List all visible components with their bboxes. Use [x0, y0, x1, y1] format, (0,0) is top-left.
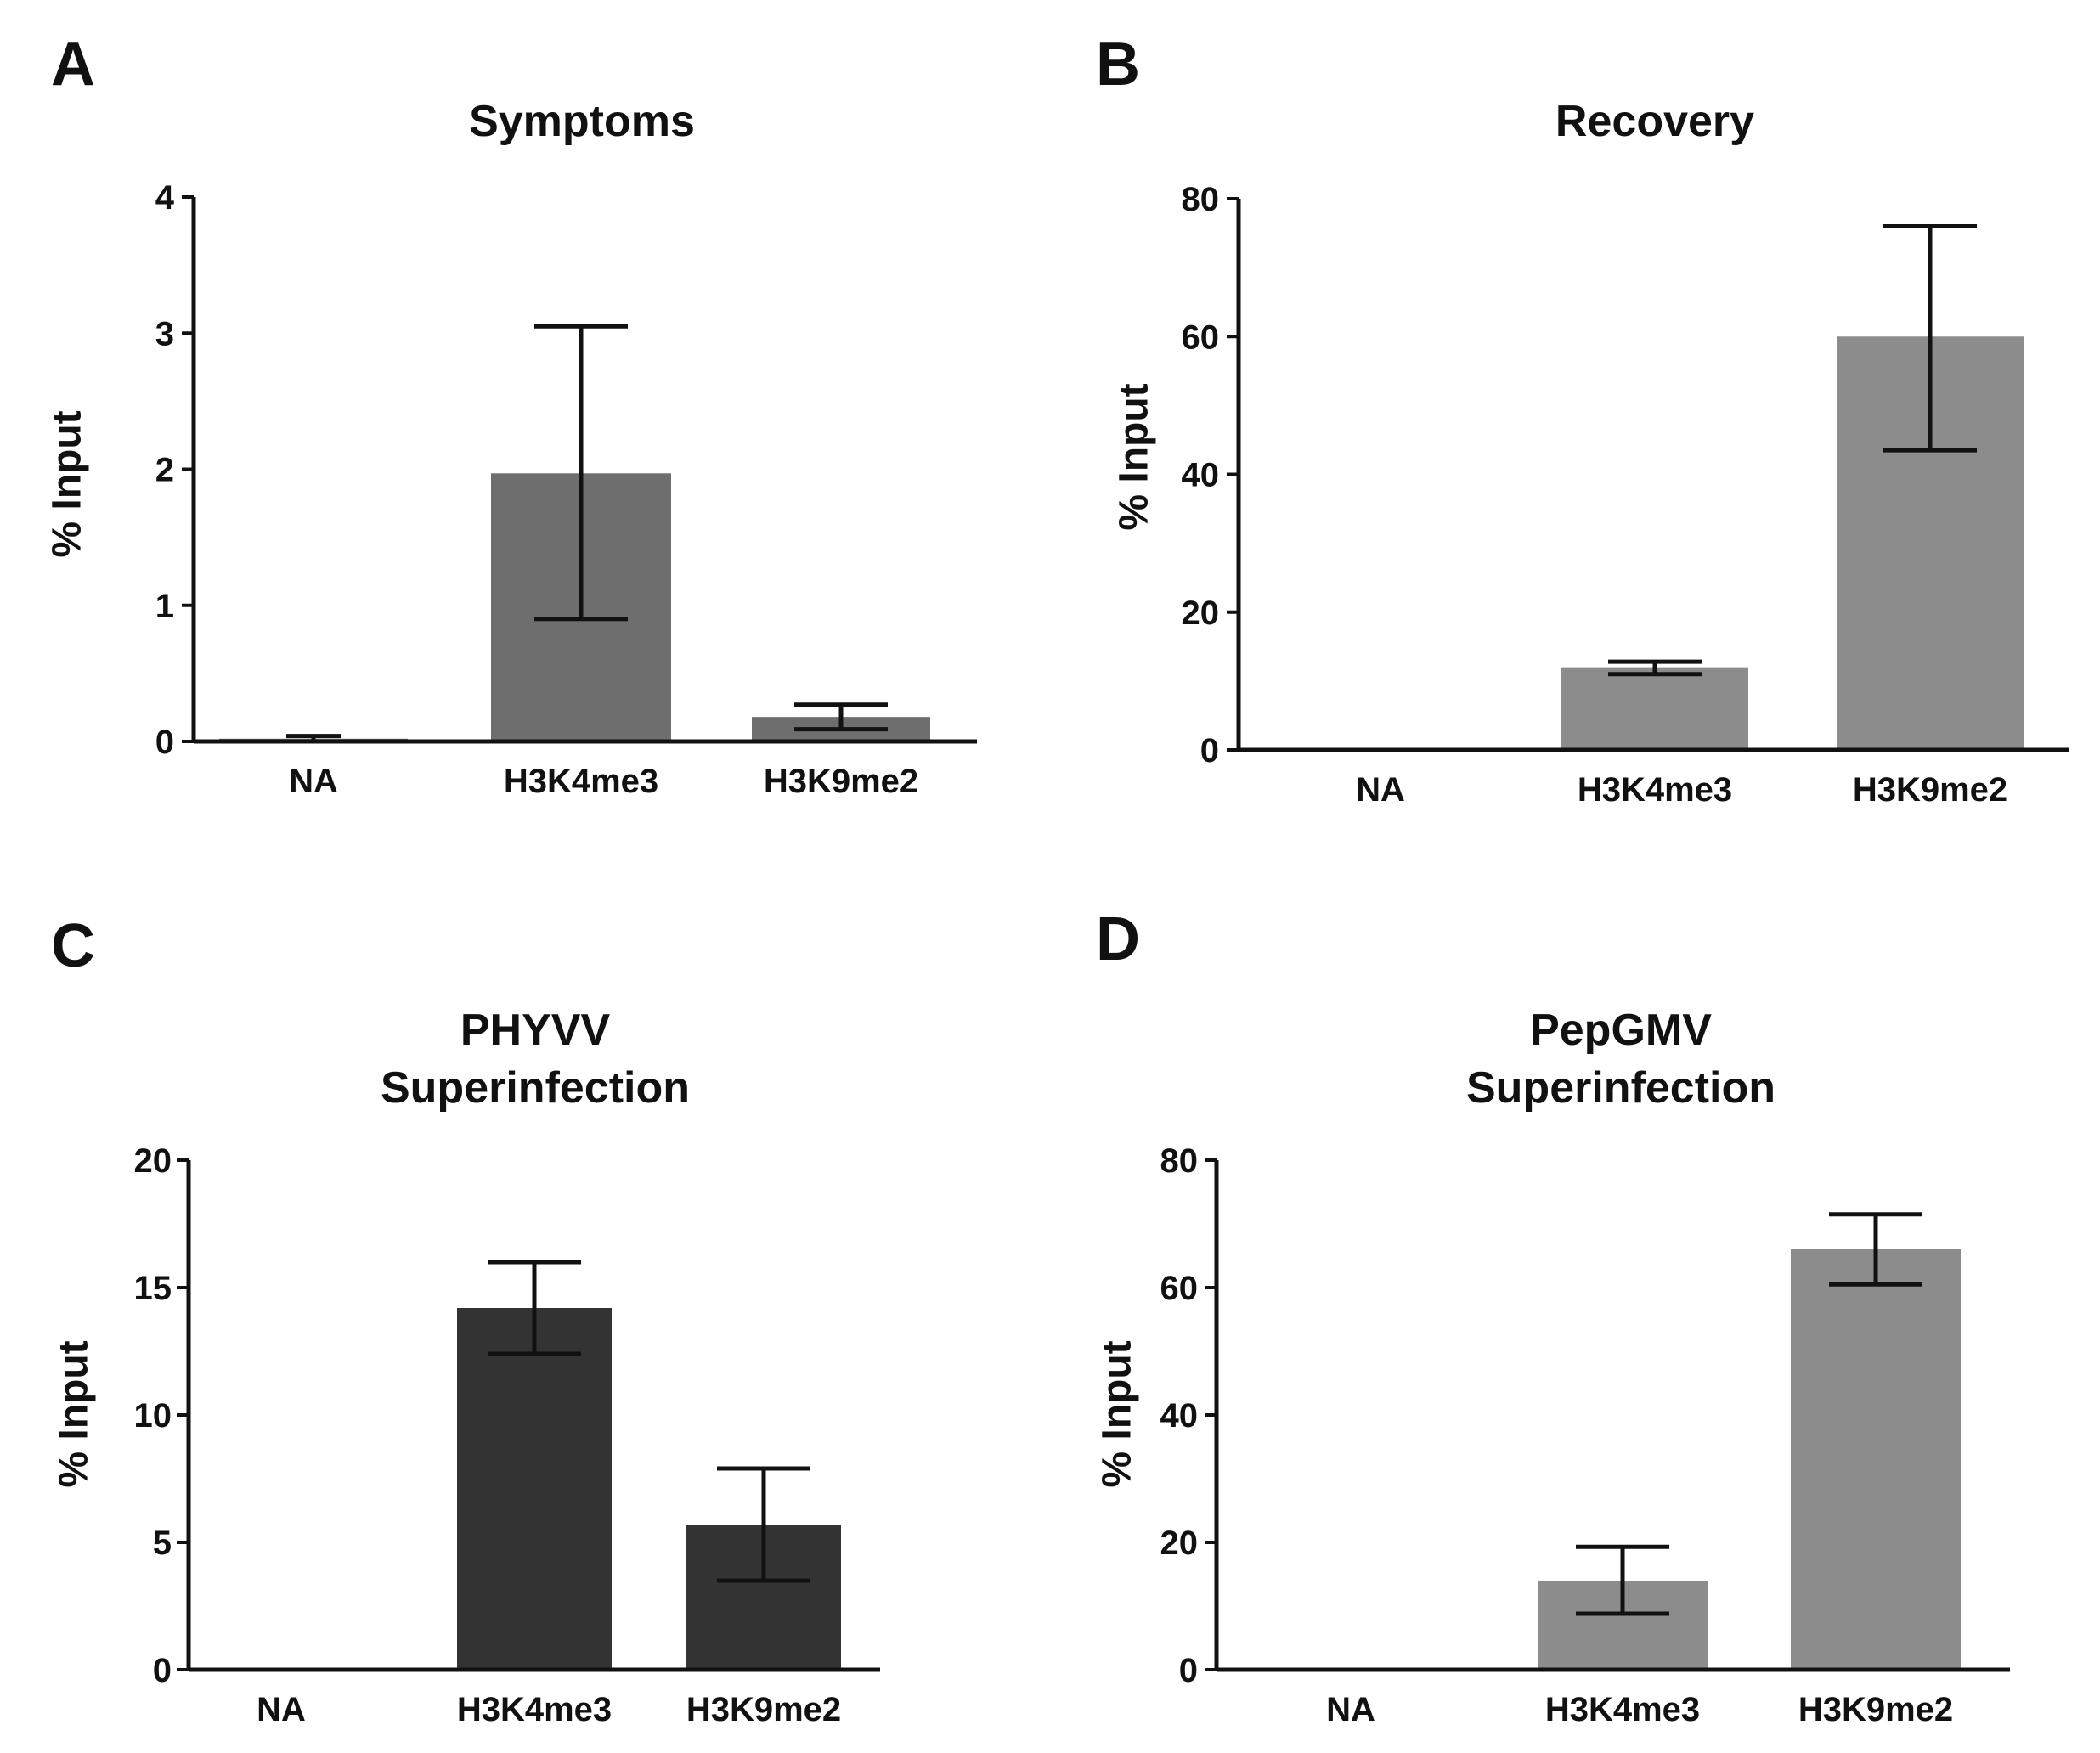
- error-bar-h3k9me2: [794, 702, 888, 732]
- y-tick-label: 0: [1200, 732, 1219, 769]
- x-tick-label: H3K4me3: [504, 763, 658, 800]
- y-axis-title: % Input: [45, 410, 90, 557]
- panel-letter: B: [1096, 31, 1140, 99]
- y-tick-label: 20: [1182, 595, 1220, 632]
- x-tick-label: NA: [1326, 1691, 1375, 1728]
- y-tick-label: 4: [155, 179, 175, 217]
- error-bar-h3k4me3: [1576, 1544, 1669, 1616]
- y-tick-label: 1: [155, 588, 174, 625]
- y-axis-title: % Input: [52, 1340, 97, 1487]
- chart-title: Symptoms: [469, 97, 695, 146]
- error-bar-h3k4me3: [1608, 659, 1702, 677]
- x-tick-label: NA: [289, 763, 338, 800]
- x-tick-label: H3K9me2: [1853, 771, 2007, 809]
- panel-c: C PHYVV Superinfection % Input 0 5 10 15 20 NA H3K…: [51, 912, 880, 1728]
- y-tick-label: 20: [1160, 1525, 1199, 1562]
- error-bar-h3k9me2: [1883, 223, 1977, 453]
- error-bar-h3k9me2: [1829, 1212, 1922, 1287]
- y-tick-label: 60: [1160, 1270, 1199, 1307]
- x-tick-label: H3K9me2: [1798, 1691, 1953, 1728]
- panel-a: A Symptoms % Input 0 1 2 3 4 NA H3K4me3 H3K9me2: [45, 31, 977, 800]
- y-tick-label: 5: [153, 1525, 172, 1562]
- y-tick-label: 60: [1182, 318, 1220, 356]
- chart-title: Superinfection: [1466, 1063, 1775, 1113]
- chart-title: Recovery: [1555, 97, 1754, 146]
- chart-title: Superinfection: [381, 1063, 690, 1113]
- panel-b: B Recovery % Input 0 20 40 60 80 NA H3K4me3 H3K9me…: [1096, 31, 2069, 809]
- chart-title: PepGMV: [1530, 1006, 1712, 1055]
- y-axis-title: % Input: [1112, 383, 1157, 530]
- y-tick-label: 15: [134, 1270, 172, 1307]
- y-tick-label: 40: [1160, 1397, 1199, 1435]
- x-tick-label: NA: [257, 1691, 306, 1728]
- y-tick-label: 40: [1182, 457, 1220, 494]
- bar-h3k4me3: [1561, 667, 1748, 750]
- x-tick-label: H3K9me2: [686, 1691, 841, 1728]
- bar-h3k9me2: [1791, 1249, 1961, 1670]
- panel-letter: C: [51, 912, 95, 980]
- y-tick-label: 0: [153, 1652, 172, 1689]
- x-tick-label: H3K4me3: [1578, 771, 1732, 809]
- y-tick-label: 0: [1179, 1652, 1198, 1689]
- y-tick-label: 10: [134, 1397, 172, 1435]
- y-tick-label: 2: [155, 452, 174, 489]
- x-tick-label: H3K4me3: [1545, 1691, 1700, 1728]
- x-tick-label: H3K9me2: [764, 763, 918, 800]
- y-axis-title: % Input: [1095, 1340, 1140, 1487]
- y-tick-label: 3: [155, 315, 174, 352]
- y-tick-label: 20: [134, 1142, 172, 1180]
- y-tick-label: 80: [1160, 1142, 1199, 1180]
- x-tick-label: H3K4me3: [457, 1691, 612, 1728]
- y-tick-label: 0: [155, 724, 174, 761]
- error-bar-h3k4me3: [534, 324, 628, 622]
- error-bar-h3k4me3: [488, 1260, 581, 1356]
- panel-letter: A: [51, 31, 95, 99]
- chart-title: PHYVV: [460, 1006, 611, 1055]
- panel-letter: D: [1096, 905, 1140, 973]
- panel-d: D PepGMV Superinfection % Input 0 20 40 60 80 NA H…: [1095, 905, 2010, 1728]
- bar-h3k4me3: [457, 1308, 612, 1670]
- x-tick-label: NA: [1356, 771, 1405, 809]
- error-bar-h3k9me2: [717, 1466, 810, 1583]
- y-tick-label: 80: [1182, 181, 1220, 218]
